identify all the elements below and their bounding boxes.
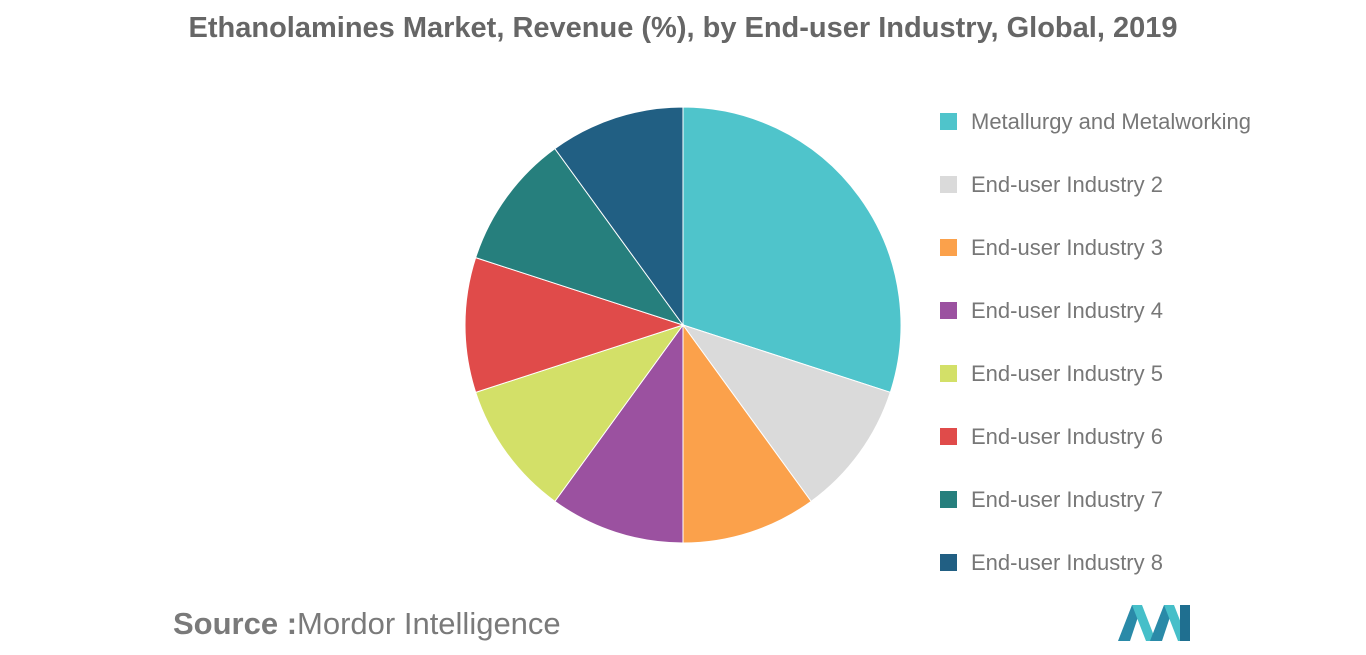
mordor-logo-icon — [1118, 605, 1190, 641]
source-label: Source : — [173, 606, 298, 641]
pie-slice-1 — [682, 106, 902, 393]
legend-item: End-user Industry 8 — [940, 531, 1251, 594]
legend-label: End-user Industry 2 — [971, 171, 1163, 197]
legend-item: End-user Industry 6 — [940, 405, 1251, 468]
pie-slice-2 — [681, 324, 891, 503]
legend-swatch — [940, 365, 957, 382]
legend-swatch — [940, 176, 957, 193]
pie-slice-8 — [554, 106, 684, 327]
chart-legend: Metallurgy and Metalworking End-user Indu… — [940, 90, 1251, 594]
pie-slice-4 — [554, 323, 684, 544]
pie-slice-5 — [475, 324, 685, 503]
legend-label: End-user Industry 4 — [971, 297, 1163, 323]
legend-label: End-user Industry 3 — [971, 234, 1163, 260]
legend-label: End-user Industry 6 — [971, 423, 1163, 449]
legend-swatch — [940, 554, 957, 571]
legend-item: End-user Industry 5 — [940, 342, 1251, 405]
legend-label: End-user Industry 7 — [971, 486, 1163, 512]
pie-slice-7 — [475, 147, 685, 326]
legend-swatch — [940, 491, 957, 508]
legend-swatch — [940, 428, 957, 445]
legend-item: End-user Industry 4 — [940, 279, 1251, 342]
legend-label: End-user Industry 8 — [971, 549, 1163, 575]
legend-item: End-user Industry 2 — [940, 153, 1251, 216]
pie-slice-3 — [682, 323, 812, 544]
legend-swatch — [940, 239, 957, 256]
legend-item: End-user Industry 3 — [940, 216, 1251, 279]
source-text: Mordor Intelligence — [297, 606, 561, 641]
legend-item: End-user Industry 7 — [940, 468, 1251, 531]
legend-swatch — [940, 113, 957, 130]
legend-label: Metallurgy and Metalworking — [971, 108, 1252, 134]
pie-slice-6 — [464, 257, 685, 393]
chart-title: Ethanolamines Market, Revenue (%), by En… — [188, 12, 1178, 44]
source-credit: Source :Mordor Intelligence — [173, 606, 561, 642]
legend-label: End-user Industry 5 — [971, 360, 1163, 386]
legend-swatch — [940, 302, 957, 319]
legend-item: Metallurgy and Metalworking — [940, 90, 1251, 153]
